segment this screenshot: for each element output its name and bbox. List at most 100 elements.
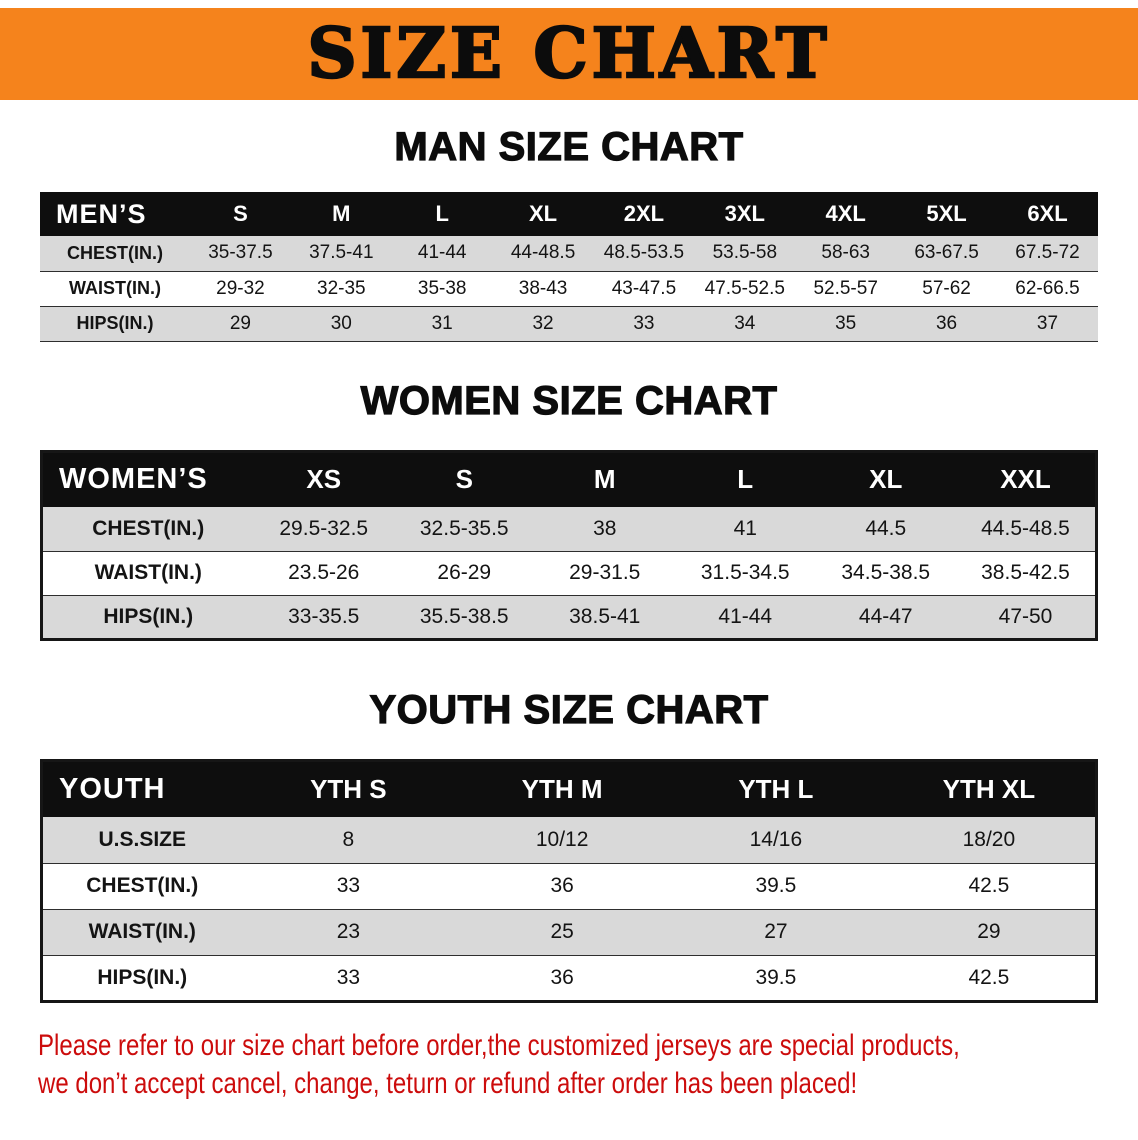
table-cell: 44-48.5 — [492, 236, 594, 272]
men-waist-row: WAIST(IN.) 29-32 32-35 35-38 38-43 43-47… — [40, 271, 1098, 307]
table-cell: 38.5-41 — [534, 595, 675, 639]
women-size-table: WOMEN’S XS S M L XL XXL CHEST(IN.) 29.5-… — [40, 449, 1098, 641]
table-cell: 10/12 — [455, 817, 669, 864]
women-hips-row: HIPS(IN.) 33-35.5 35.5-38.5 38.5-41 41-4… — [41, 595, 1097, 639]
table-cell: 33 — [336, 965, 361, 989]
women-col-header: XL — [815, 451, 956, 507]
table-cell: 36 — [455, 863, 669, 910]
table-cell: 44.5-48.5 — [956, 507, 1097, 552]
youth-col-header: YTH XL — [882, 760, 1097, 817]
table-cell: 52.5-57 — [795, 271, 897, 307]
women-col-header: XXL — [956, 451, 1097, 507]
women-header-row: WOMEN’S XS S M L XL XXL — [41, 451, 1097, 507]
youth-col-header: YTH L — [669, 760, 883, 817]
men-col-header: S — [190, 192, 291, 236]
women-table-title: WOMEN’S — [41, 451, 254, 507]
table-cell: 33 — [593, 306, 695, 342]
table-cell: 33 — [241, 863, 456, 910]
men-col-header: L — [391, 192, 493, 236]
table-cell: 37 — [997, 306, 1098, 342]
table-cell: 38.5-42.5 — [956, 551, 1097, 596]
men-col-header: XL — [492, 192, 594, 236]
women-col-header: S — [394, 451, 535, 507]
table-cell: 35.5-38.5 — [394, 595, 535, 639]
table-cell: 41-44 — [675, 595, 816, 639]
youth-size-table: YOUTH YTH S YTH M YTH L YTH XL U.S.SIZE … — [40, 758, 1098, 1003]
women-col-header: XS — [253, 451, 394, 507]
table-cell: 39.5 — [755, 965, 797, 989]
table-cell: 41-44 — [391, 236, 493, 272]
table-cell: 32 — [492, 306, 594, 342]
men-col-header: 3XL — [694, 192, 796, 236]
men-col-header: 4XL — [795, 192, 897, 236]
men-section-heading: MAN SIZE CHART — [394, 125, 744, 169]
table-cell: 44.5 — [815, 507, 956, 552]
disclaimer-line-1: Please refer to our size chart before or… — [38, 1028, 960, 1062]
youth-col-header: YTH S — [241, 760, 456, 817]
row-label: CHEST(IN.) — [40, 236, 190, 272]
women-col-header: L — [675, 451, 816, 507]
men-col-header: 6XL — [997, 192, 1098, 236]
table-cell: 38-43 — [492, 271, 594, 307]
youth-chest-row: CHEST(IN.) 33 36 39.5 42.5 — [41, 863, 1097, 910]
table-cell: 47.5-52.5 — [694, 271, 796, 307]
table-cell: 32.5-35.5 — [394, 507, 535, 552]
men-col-header: 5XL — [896, 192, 997, 236]
table-cell: 31 — [391, 306, 493, 342]
men-size-table: MEN’S S M L XL 2XL 3XL 4XL 5XL 6XL CHEST… — [40, 192, 1098, 342]
table-cell: 39.5 — [669, 863, 883, 910]
youth-ussize-row: U.S.SIZE 8 10/12 14/16 18/20 — [41, 817, 1097, 864]
youth-section-heading: YOUTH SIZE CHART — [369, 687, 769, 732]
table-cell: 31.5-34.5 — [675, 551, 816, 596]
banner-title: SIZE CHART — [306, 13, 831, 96]
row-label: WAIST(IN.) — [40, 271, 190, 307]
youth-col-header: YTH M — [455, 760, 669, 817]
table-cell: 23.5-26 — [253, 551, 394, 596]
table-cell: 29.5-32.5 — [253, 507, 394, 552]
table-cell: 25 — [455, 909, 669, 956]
table-cell: 36 — [550, 965, 574, 989]
table-cell: 44-47 — [815, 595, 956, 639]
table-cell: 35 — [795, 306, 897, 342]
table-cell: 33-35.5 — [253, 595, 394, 639]
row-label: CHEST(IN.) — [41, 863, 242, 910]
table-cell: 23 — [241, 909, 456, 956]
banner: SIZE CHART — [0, 8, 1138, 100]
table-cell: 41 — [675, 507, 816, 552]
table-cell: 48.5-53.5 — [593, 236, 695, 272]
table-cell: 34.5-38.5 — [815, 551, 956, 596]
table-cell: 32-35 — [290, 271, 392, 307]
table-cell: 35-37.5 — [190, 236, 291, 272]
table-cell: 29-32 — [190, 271, 291, 307]
table-cell: 35-38 — [391, 271, 493, 307]
disclaimer-line-2: we don’t accept cancel, change, teturn o… — [38, 1066, 858, 1100]
row-label: CHEST(IN.) — [41, 507, 254, 552]
table-cell: 18/20 — [882, 817, 1097, 864]
table-cell: 58-63 — [795, 236, 897, 272]
men-hips-row: HIPS(IN.) 29 30 31 32 33 34 35 36 37 — [40, 306, 1098, 342]
youth-header-row: YOUTH YTH S YTH M YTH L YTH XL — [41, 760, 1097, 817]
row-label: HIPS(IN.) — [40, 306, 190, 342]
table-cell: 37.5-41 — [290, 236, 392, 272]
table-cell: 47-50 — [956, 595, 1097, 639]
youth-hips-row: HIPS(IN.) 33 36 39.5 42.5 — [42, 955, 1097, 1001]
table-cell: 27 — [669, 909, 883, 956]
men-chest-row: CHEST(IN.) 35-37.5 37.5-41 41-44 44-48.5… — [40, 236, 1098, 272]
table-cell: 30 — [290, 306, 392, 342]
table-cell: 29-31.5 — [534, 551, 675, 596]
table-cell: 63-67.5 — [896, 236, 997, 272]
table-cell: 67.5-72 — [997, 236, 1098, 272]
men-table-title: MEN’S — [40, 192, 190, 236]
table-cell: 29 — [882, 909, 1097, 956]
table-cell: 57-62 — [896, 271, 997, 307]
row-label: U.S.SIZE — [41, 817, 242, 864]
table-cell: 29 — [190, 306, 291, 342]
table-cell: 8 — [241, 817, 456, 864]
table-cell: 62-66.5 — [997, 271, 1098, 307]
table-cell: 14/16 — [669, 817, 883, 864]
men-col-header: M — [290, 192, 392, 236]
table-cell: 26-29 — [394, 551, 535, 596]
women-section-heading: WOMEN SIZE CHART — [360, 378, 778, 423]
table-cell: 42.5 — [882, 863, 1097, 910]
disclaimer: Please refer to our size chart before or… — [38, 1027, 1138, 1103]
